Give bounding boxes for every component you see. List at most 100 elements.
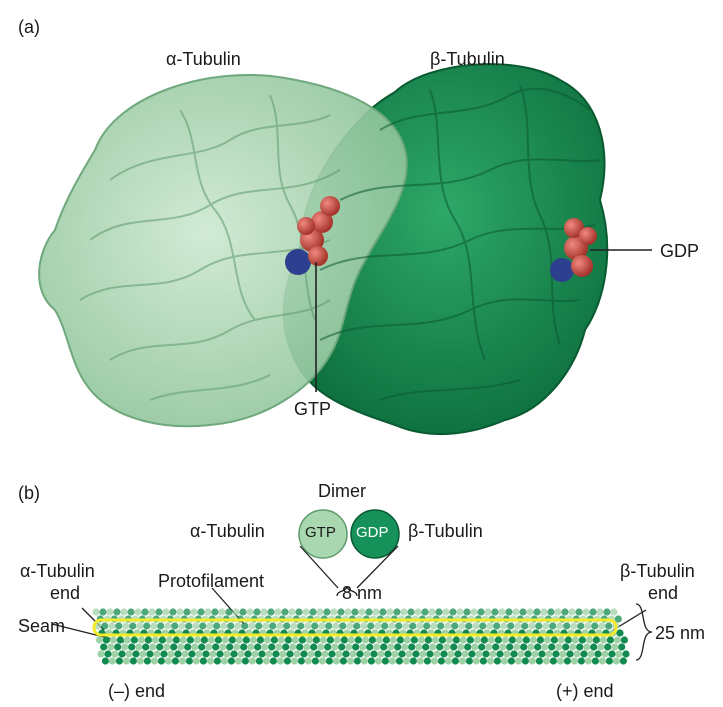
tubulin-bead	[527, 643, 535, 651]
tubulin-bead	[286, 650, 294, 658]
tubulin-bead	[277, 636, 285, 644]
tubulin-bead	[206, 622, 214, 630]
tubulin-bead	[387, 643, 395, 651]
tubulin-bead	[118, 650, 126, 658]
tubulin-bead	[357, 629, 365, 637]
tubulin-bead	[384, 650, 392, 658]
tubulin-bead	[123, 636, 131, 644]
tubulin-bead	[354, 636, 362, 644]
tubulin-bead	[238, 629, 246, 637]
tubulin-bead	[509, 615, 517, 623]
alpha-end-label-line1: α-Tubulin	[20, 561, 95, 581]
tubulin-bead	[388, 622, 396, 630]
tubulin-bead	[368, 636, 376, 644]
tubulin-bead	[591, 622, 599, 630]
tubulin-bead	[435, 608, 443, 616]
tubulin-bead	[322, 629, 330, 637]
tubulin-bead	[249, 636, 257, 644]
tubulin-bead	[393, 608, 401, 616]
tubulin-bead	[214, 636, 222, 644]
gtp-label: GTP	[294, 399, 332, 419]
tubulin-bead	[215, 615, 223, 623]
tubulin-bead	[379, 608, 387, 616]
tubulin-bead	[150, 657, 158, 665]
tubulin-bead	[418, 615, 426, 623]
tubulin-bead	[111, 650, 119, 658]
tubulin-bead	[159, 615, 167, 623]
tubulin-bead	[211, 608, 219, 616]
tubulin-bead	[103, 615, 111, 623]
tubulin-bead	[365, 608, 373, 616]
tubulin-bead	[269, 657, 277, 665]
tubulin-bead	[408, 643, 416, 651]
tubulin-bead	[95, 636, 103, 644]
tubulin-bead	[341, 615, 349, 623]
tubulin-bead	[260, 608, 268, 616]
minus-end-label: (–) end	[108, 681, 166, 701]
tubulin-bead	[296, 643, 304, 651]
tubulin-bead	[221, 636, 229, 644]
tubulin-bead	[535, 622, 543, 630]
tubulin-bead	[559, 650, 567, 658]
tubulin-bead	[216, 650, 224, 658]
tubulin-bead	[554, 608, 562, 616]
tubulin-bead	[175, 629, 183, 637]
tubulin-bead	[157, 622, 165, 630]
tubulin-bead	[584, 657, 593, 665]
tubulin-bead	[493, 622, 501, 630]
tubulin-bead	[416, 657, 424, 665]
tubulin-bead	[108, 657, 116, 665]
tubulin-bead	[317, 643, 325, 651]
tubulin-bead	[251, 650, 259, 658]
plus-end-label: (+) end	[556, 681, 614, 701]
tubulin-bead	[410, 636, 418, 644]
tubulin-bead	[378, 629, 386, 637]
tubulin-bead	[173, 615, 181, 623]
tubulin-bead	[232, 608, 240, 616]
tubulin-bead	[491, 608, 499, 616]
tubulin-bead	[248, 657, 256, 665]
tubulin-bead	[571, 636, 580, 644]
tubulin-bead	[247, 643, 255, 651]
tubulin-bead	[452, 636, 460, 644]
tubulin-bead	[478, 643, 486, 651]
tubulin-bead	[580, 650, 588, 658]
alpha-tubulin-label: α-Tubulin	[166, 49, 241, 69]
tubulin-bead	[218, 608, 226, 616]
tubulin-bead	[295, 608, 303, 616]
tubulin-bead	[345, 643, 353, 651]
tubulin-bead	[362, 615, 370, 623]
tubulin-bead	[302, 608, 310, 616]
tubulin-bead	[601, 650, 609, 658]
tubulin-bead	[259, 629, 267, 637]
tubulin-bead	[568, 608, 576, 616]
tubulin-bead	[227, 657, 235, 665]
tubulin-bead	[320, 615, 328, 623]
tubulin-bead	[590, 643, 598, 651]
tubulin-bead	[520, 643, 528, 651]
tubulin-bead	[570, 622, 578, 630]
tubulin-bead	[549, 622, 557, 630]
gtp-ligand	[285, 196, 340, 275]
tubulin-bead	[609, 629, 617, 637]
tubulin-bead	[114, 643, 122, 651]
tubulin-bead	[577, 622, 585, 630]
tubulin-bead	[356, 650, 364, 658]
tubulin-bead	[182, 629, 190, 637]
tubulin-bead	[337, 608, 345, 616]
tubulin-bead	[230, 650, 238, 658]
tubulin-bead	[454, 650, 462, 658]
tubulin-bead	[484, 608, 492, 616]
tubulin-bead	[611, 643, 619, 651]
tubulin-bead	[542, 622, 550, 630]
tubulin-bead	[586, 615, 594, 623]
tubulin-bead	[385, 629, 393, 637]
tubulin-bead	[404, 615, 412, 623]
tubulin-bead	[241, 657, 249, 665]
tubulin-bead	[360, 622, 368, 630]
tubulin-bead	[195, 650, 203, 658]
tubulin-bead	[361, 636, 369, 644]
tubulin-bead	[398, 650, 406, 658]
tubulin-bead	[465, 622, 473, 630]
tubulin-bead	[152, 615, 160, 623]
